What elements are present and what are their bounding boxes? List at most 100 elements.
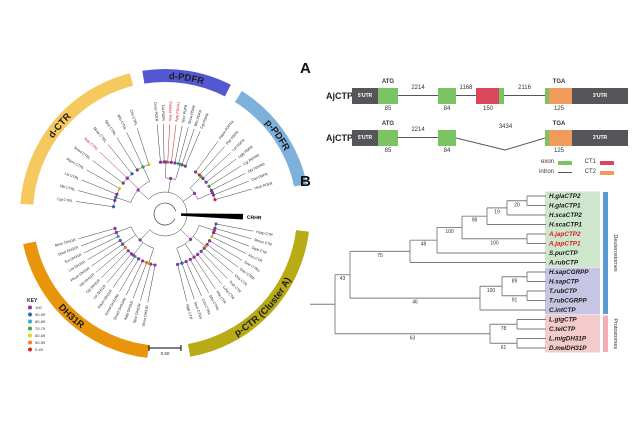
- taxon-label: A.japCTP2: [548, 231, 581, 238]
- branch-line: [197, 192, 213, 200]
- node-dot: [204, 244, 208, 248]
- branch-line: [122, 234, 136, 245]
- legend-ct1-label: CT1: [584, 159, 596, 165]
- node-dot: [164, 160, 168, 164]
- branch-line: [116, 226, 132, 233]
- legend-intron-label: intron: [538, 169, 554, 175]
- gene1-exon-sliver1: [499, 88, 504, 104]
- key-label: 80-89: [35, 319, 46, 324]
- panel-b-tree: Deuterostomes Protostomes 20 19 98 100 100 48 75…: [310, 191, 618, 353]
- key-dot: [28, 312, 32, 317]
- branch-line: [137, 189, 149, 200]
- taxon-label: Skow DH31R: [141, 305, 149, 327]
- taxon-label: H.scaCTP2: [549, 212, 582, 219]
- branch-line: [133, 242, 144, 256]
- branch-line: [81, 179, 117, 195]
- branch-line: [167, 124, 170, 163]
- node-dot: [188, 237, 193, 241]
- node-dot: [192, 191, 197, 195]
- sector-label: p-CTR (Cluster A): [233, 276, 294, 339]
- legend-ct1-swatch: [600, 161, 614, 165]
- branch-line: [132, 262, 147, 299]
- branch-line: [136, 128, 150, 165]
- node-dot: [180, 261, 184, 265]
- gene2-exon-sliver: [545, 130, 549, 146]
- taxon-label: Bflo CTRL: [117, 114, 128, 131]
- branch-line: [87, 240, 121, 260]
- taxon-label: Spur PDFR: [181, 104, 189, 123]
- node-dot: [114, 195, 118, 199]
- taxon-label: C.intCTP: [549, 307, 576, 314]
- gene1-intron3-line: [504, 95, 545, 96]
- bootstrap-value: 48: [421, 242, 427, 248]
- branch-line: [75, 201, 114, 208]
- taxon-label: Smed CTRL: [73, 146, 91, 161]
- key-label: 50-59: [35, 340, 46, 345]
- gene1-exon2-box: [438, 88, 456, 104]
- bootstrap-value: 100: [445, 229, 454, 235]
- branch-line: [78, 228, 116, 240]
- branch-line: [126, 132, 144, 168]
- key-title: KEY: [27, 298, 38, 304]
- taxon-label: Obi CTRL: [59, 184, 75, 192]
- gene1-ct2-box: [549, 88, 572, 104]
- gene1-utr5-box: 5'UTR: [352, 88, 378, 104]
- branch-line: [178, 127, 189, 164]
- key-dot: [28, 333, 32, 338]
- branch-line: [193, 236, 206, 247]
- taxon-label: Ggal CTR: [251, 246, 268, 256]
- node-dot: [140, 259, 145, 263]
- gene2-utr3-box: 3'UTR: [572, 130, 628, 146]
- branch-line: [205, 158, 237, 183]
- key-dot: [28, 319, 32, 324]
- taxon-label: Tca PDFR: [161, 105, 165, 122]
- gene1-ct1-box: [476, 88, 499, 104]
- node-dot: [175, 262, 180, 267]
- taxon-label: Ajap CTRL: [83, 137, 98, 152]
- key-dot: [28, 305, 32, 310]
- branch-line: [96, 247, 126, 273]
- panel-a: A AjCTP1 ATG TGA 5'UTR 3'UTR 2214 1168 2…: [300, 55, 638, 187]
- bootstrap-value: 100: [487, 288, 496, 294]
- key-dot: [28, 347, 32, 352]
- sector-ring: [187, 230, 309, 357]
- branch-line: [115, 197, 131, 203]
- branch-line: [199, 146, 225, 176]
- branch-line: [214, 228, 252, 240]
- gene1-intron1-line: [398, 95, 438, 96]
- panel-b: B Deuterostomes Protostomes 20 19 98 100 100 48…: [300, 170, 638, 370]
- node-dot: [125, 176, 129, 180]
- branch-line: [175, 164, 181, 180]
- node-dot: [178, 162, 182, 166]
- key-label: 0-49: [35, 347, 44, 352]
- taxon-label: Pfla CTR: [215, 290, 227, 305]
- clade-highlight-0: [545, 191, 600, 267]
- gene2-ct2-box: [549, 130, 572, 146]
- branch-line: [209, 240, 243, 261]
- taxon-label: Spur CTRa: [193, 301, 203, 319]
- branch-line: [83, 236, 119, 254]
- branch-line: [208, 165, 242, 187]
- branch-line: [86, 169, 120, 189]
- panel-b-label: B: [300, 173, 311, 190]
- gene1-intron3-size: 2116: [518, 85, 531, 91]
- gene1-intron2-line: [456, 95, 476, 96]
- panel-a-label: A: [300, 60, 311, 77]
- node-dot: [136, 188, 140, 192]
- gene2-exon1-size: 85: [384, 148, 392, 154]
- sector-ring: [23, 241, 149, 358]
- clade-highlight-2: [545, 315, 600, 353]
- taxon-label: Dmel PDFR: [153, 102, 159, 122]
- taxon-label: H.sapCGRPP: [549, 269, 589, 276]
- group-bar-1: [603, 315, 608, 352]
- taxon-label: Ajap CTR: [185, 304, 193, 320]
- node-dot: [138, 238, 142, 242]
- taxon-label: Bflo CTRa: [208, 294, 220, 310]
- taxon-label: D.melDH31P: [549, 345, 587, 352]
- branch-line: [181, 263, 195, 300]
- group-label-0: Deuterostomes: [612, 234, 618, 272]
- taxon-label: Spur CTRL: [104, 119, 117, 136]
- taxon-label: Cgi PDFR: [200, 112, 210, 129]
- node-dot: [141, 165, 145, 169]
- taxon-label: Dmel DH31R: [58, 245, 80, 256]
